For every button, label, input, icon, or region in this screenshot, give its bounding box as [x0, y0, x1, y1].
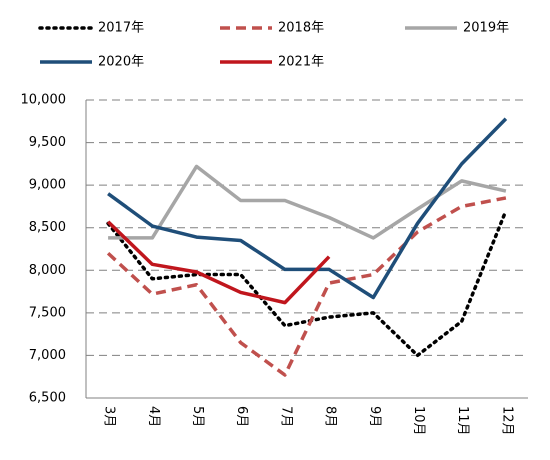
x-tick-label: 11月 — [455, 406, 470, 436]
x-tick-label: 6月 — [234, 406, 249, 427]
y-tick-label: 8,000 — [29, 263, 66, 278]
y-tick-label: 8,500 — [29, 220, 66, 235]
legend-label: 2019年 — [463, 21, 509, 36]
legend-label: 2020年 — [98, 55, 144, 70]
x-tick-label: 7月 — [278, 406, 293, 427]
x-tick-label: 8月 — [323, 406, 338, 427]
x-tick-label: 4月 — [146, 406, 161, 427]
series-line — [106, 220, 331, 305]
y-tick-label: 9,500 — [29, 135, 66, 150]
series-line — [106, 196, 507, 377]
y-tick-label: 6,500 — [29, 391, 66, 406]
series-line — [108, 164, 507, 240]
y-tick-label: 7,000 — [29, 348, 66, 363]
x-tick-label: 5月 — [190, 406, 205, 427]
y-tick-label: 7,500 — [29, 305, 66, 320]
series-line — [107, 117, 508, 300]
legend-label: 2017年 — [98, 21, 144, 36]
x-tick-label: 3月 — [102, 406, 117, 427]
x-tick-label: 9月 — [367, 406, 382, 427]
series-line — [106, 208, 508, 358]
x-tick-label: 10月 — [411, 406, 426, 436]
x-tick-label: 12月 — [499, 406, 514, 436]
legend-label: 2021年 — [278, 55, 324, 70]
legend-label: 2018年 — [278, 21, 324, 36]
y-tick-label: 9,000 — [29, 178, 66, 193]
y-tick-label: 10,000 — [21, 93, 67, 108]
